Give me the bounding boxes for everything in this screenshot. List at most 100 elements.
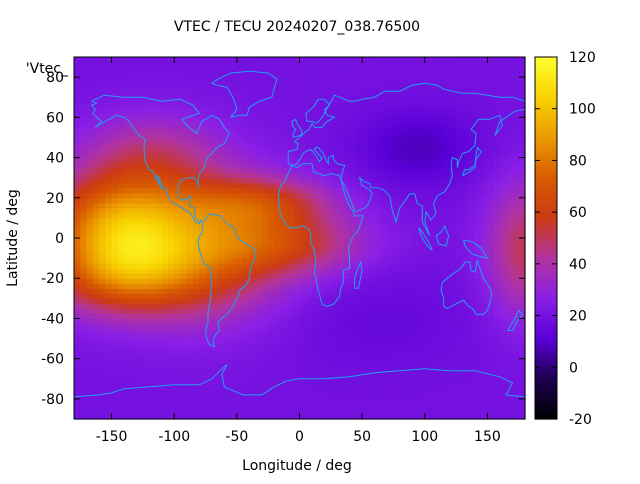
heatmap-cell: [374, 187, 382, 194]
heatmap-cell: [218, 398, 225, 405]
heatmap-cell: [305, 222, 313, 229]
heatmap-cell: [499, 172, 507, 179]
heatmap-cell: [368, 92, 376, 98]
heatmap-cell: [149, 157, 157, 164]
heatmap-cell: [355, 258, 363, 264]
heatmap-cell: [374, 398, 382, 405]
heatmap-cell: [255, 408, 263, 415]
heatmap-cell: [261, 162, 269, 169]
heatmap-cell: [499, 348, 507, 355]
heatmap-cell: [174, 313, 182, 320]
heatmap-cell: [380, 288, 388, 294]
heatmap-cell: [493, 217, 501, 224]
heatmap-cell: [405, 278, 413, 284]
heatmap-cell: [393, 398, 401, 405]
heatmap-cell: [518, 288, 526, 294]
heatmap-cell: [236, 283, 244, 289]
heatmap-cell: [449, 87, 457, 93]
heatmap-cell: [224, 398, 232, 405]
heatmap-cell: [374, 122, 382, 128]
heatmap-cell: [136, 368, 144, 375]
heatmap-cell: [274, 328, 282, 335]
heatmap-cell: [337, 192, 344, 199]
heatmap-cell: [293, 253, 301, 259]
heatmap-cell: [468, 197, 476, 204]
heatmap-cell: [117, 413, 125, 420]
heatmap-cell: [456, 408, 463, 415]
heatmap-cell: [499, 77, 507, 83]
heatmap-cell: [243, 408, 250, 415]
heatmap-cell: [136, 383, 144, 390]
heatmap-cell: [405, 82, 413, 88]
heatmap-cell: [324, 263, 332, 269]
heatmap-cell: [374, 177, 382, 184]
heatmap-cell: [456, 72, 463, 78]
heatmap-cell: [362, 383, 369, 390]
heatmap-cell: [167, 298, 175, 304]
heatmap-cell: [80, 278, 88, 284]
heatmap-cell: [393, 293, 401, 299]
heatmap-cell: [111, 172, 119, 179]
heatmap-cell: [431, 122, 438, 128]
heatmap-cell: [405, 77, 413, 83]
heatmap-cell: [462, 127, 470, 134]
heatmap-cell: [86, 132, 94, 139]
heatmap-cell: [224, 177, 232, 184]
heatmap-cell: [468, 393, 476, 400]
heatmap-cell: [180, 217, 188, 224]
heatmap-cell: [186, 353, 194, 360]
heatmap-cell: [399, 217, 407, 224]
heatmap-cell: [211, 232, 219, 239]
heatmap-cell: [99, 167, 106, 174]
heatmap-cell: [362, 112, 369, 118]
heatmap-cell: [80, 308, 88, 315]
heatmap-cell: [355, 393, 363, 400]
heatmap-cell: [349, 288, 357, 294]
chart-title: VTEC / TECU 20240207_038.76500: [174, 19, 420, 35]
heatmap-cell: [193, 308, 200, 315]
heatmap-cell: [236, 263, 244, 269]
heatmap-cell: [299, 177, 307, 184]
heatmap-cell: [161, 147, 169, 154]
heatmap-cell: [199, 162, 207, 169]
heatmap-cell: [268, 187, 276, 194]
heatmap-cell: [349, 273, 357, 279]
heatmap-cell: [518, 383, 526, 390]
heatmap-cell: [155, 182, 163, 189]
heatmap-cell: [193, 92, 200, 98]
heatmap-cell: [249, 122, 257, 128]
heatmap-cell: [117, 273, 125, 279]
heatmap-cell: [261, 77, 269, 83]
heatmap-cell: [117, 177, 125, 184]
heatmap-cell: [437, 413, 445, 420]
heatmap-cell: [99, 308, 106, 315]
heatmap-cell: [92, 278, 100, 284]
heatmap-cell: [261, 238, 269, 244]
heatmap-cell: [236, 278, 244, 284]
heatmap-cell: [149, 182, 157, 189]
heatmap-cell: [186, 187, 194, 194]
heatmap-cell: [255, 102, 263, 108]
heatmap-cell: [255, 107, 263, 113]
heatmap-cell: [431, 132, 438, 139]
heatmap-cell: [274, 182, 282, 189]
heatmap-cell: [286, 278, 294, 284]
heatmap-cell: [86, 408, 94, 415]
heatmap-cell: [487, 162, 495, 169]
heatmap-cell: [374, 248, 382, 254]
heatmap-cell: [374, 87, 382, 93]
heatmap-cell: [174, 112, 182, 118]
heatmap-cell: [136, 363, 144, 370]
heatmap-cell: [487, 378, 495, 385]
heatmap-cell: [499, 378, 507, 385]
heatmap-cell: [74, 398, 81, 405]
heatmap-cell: [456, 222, 463, 229]
heatmap-cell: [412, 328, 420, 335]
heatmap-cell: [130, 182, 138, 189]
heatmap-cell: [142, 393, 150, 400]
heatmap-cell: [418, 268, 426, 274]
heatmap-cell: [230, 243, 238, 249]
heatmap-cell: [92, 182, 100, 189]
heatmap-cell: [299, 72, 307, 78]
heatmap-cell: [443, 298, 451, 304]
